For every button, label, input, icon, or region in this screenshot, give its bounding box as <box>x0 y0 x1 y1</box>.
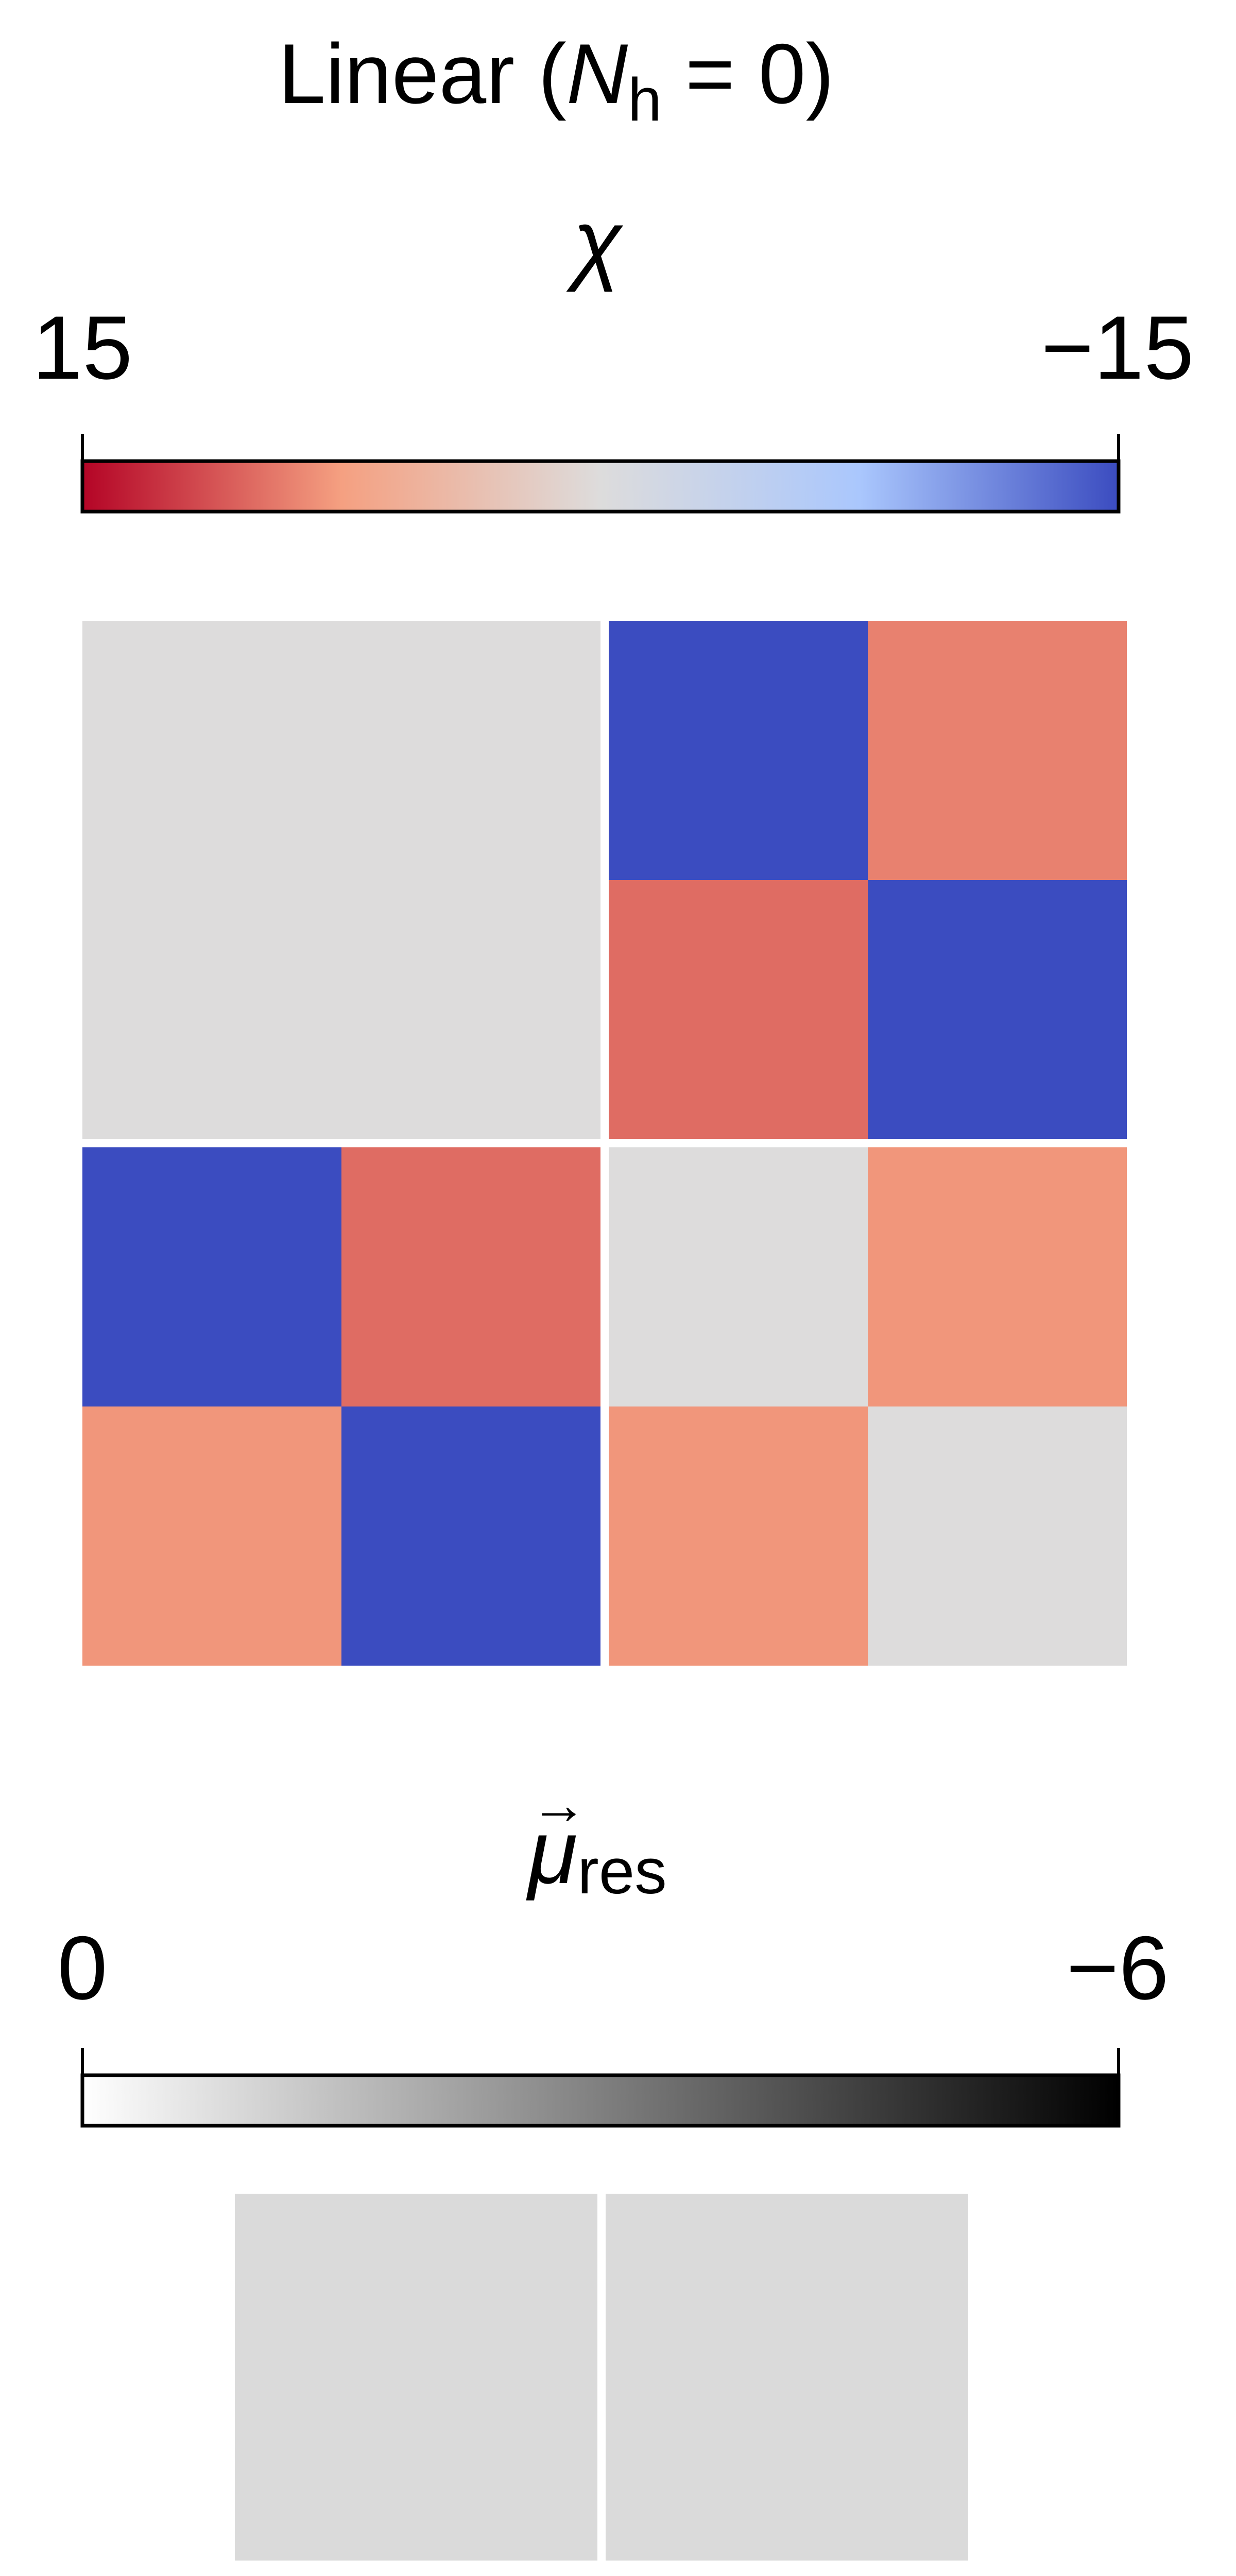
chi-heatmap <box>82 621 1127 1666</box>
heatmap-cell-r1-c3 <box>868 880 1127 1139</box>
heatmap-cell-r3-c2 <box>609 1406 868 1666</box>
heatmap-cell-r0-c1 <box>341 621 600 880</box>
chi-colorbar-max-tick-label: −15 <box>1041 298 1194 398</box>
chi-colorbar-gradient <box>80 459 1121 514</box>
chi-colorbar: χ 15 −15 <box>32 192 1194 514</box>
mu-colorbar-label: μres <box>526 1802 667 1907</box>
heatmap-cell-r1-c0 <box>82 880 341 1139</box>
heatmap-cell-r2-c2 <box>609 1147 868 1406</box>
mu-cell-0 <box>235 2194 597 2561</box>
mu-heatmap <box>235 2194 968 2561</box>
mu-colorbar-max-tick-label: −6 <box>1066 1918 1169 2019</box>
heatmap-cell-r0-c2 <box>609 621 868 880</box>
mu-colorbar: μres → 0 −6 <box>57 1773 1169 2128</box>
heatmap-cell-r2-c3 <box>868 1147 1127 1406</box>
chart-title: Linear (Nh = 0) <box>278 26 834 134</box>
heatmap-cell-r2-c0 <box>82 1147 341 1406</box>
heatmap-cell-r1-c1 <box>341 880 600 1139</box>
chi-colorbar-min-tick-label: 15 <box>32 298 133 398</box>
heatmap-cell-r1-c2 <box>609 880 868 1139</box>
heatmap-cell-r3-c3 <box>868 1406 1127 1666</box>
mu-colorbar-min-tick-label: 0 <box>57 1918 107 2019</box>
heatmap-cell-r3-c0 <box>82 1406 341 1666</box>
mu-colorbar-gradient <box>80 2073 1121 2128</box>
mu-vector-arrow: → <box>530 1773 587 1836</box>
heatmap-cell-r3-c1 <box>341 1406 600 1666</box>
chi-colorbar-label: χ <box>566 192 623 293</box>
heatmap-cell-r0-c3 <box>868 621 1127 880</box>
heatmap-cell-r0-c0 <box>82 621 341 880</box>
mu-cell-1 <box>606 2194 968 2561</box>
heatmap-cell-r2-c1 <box>341 1147 600 1406</box>
